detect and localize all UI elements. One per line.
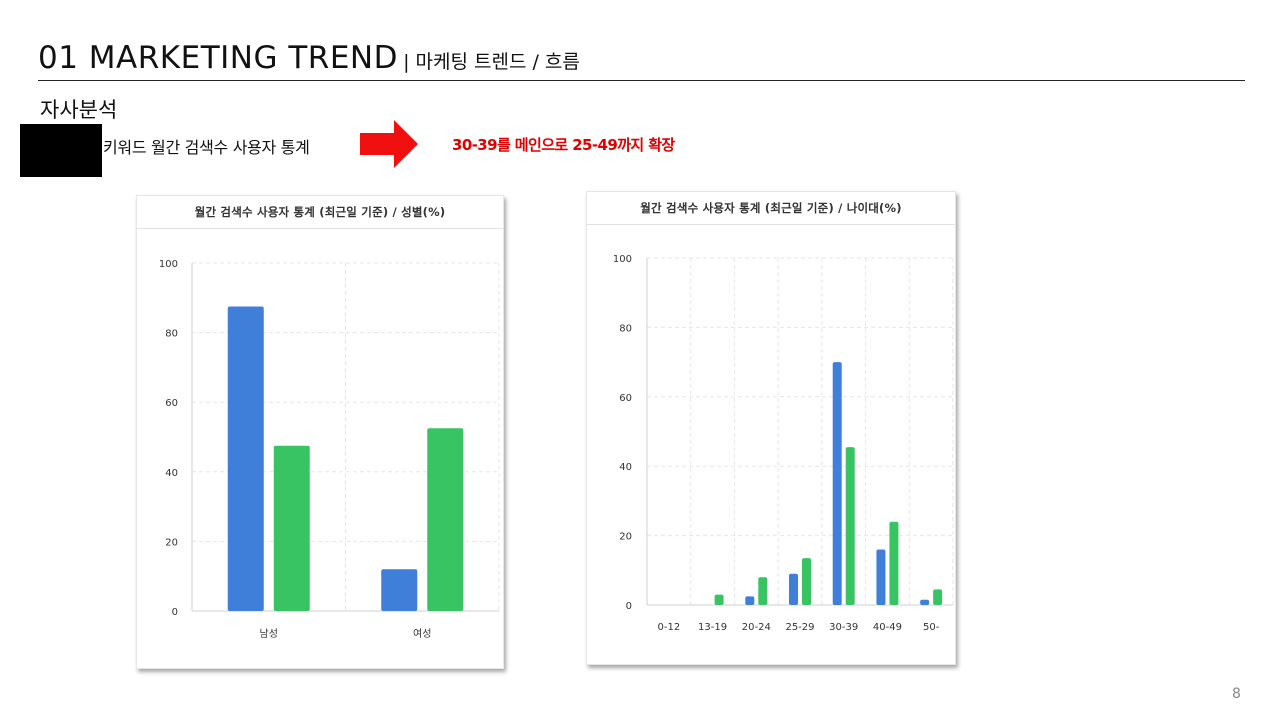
gender-chart-panel: 월간 검색수 사용자 통계 (최근일 기준) / 성별(%) 0 20 40 60 80…: [136, 195, 504, 669]
x-tick-label: 남성: [260, 628, 278, 640]
bar-green-30-39: [845, 447, 855, 605]
title-subtitle: | 마케팅 트렌드 / 흐름: [403, 51, 580, 73]
age-chart-panel: 월간 검색수 사용자 통계 (최근일 기준) / 나이대(%) 0 20 40 60 8…: [586, 191, 956, 665]
bar-blue-25-29: [789, 573, 798, 605]
age-chart: 0 20 40 60 80 100 0-12 13-19 20-24 25-29 30-39 40-4…: [613, 254, 954, 633]
x-tick-label: 25-29: [785, 622, 814, 633]
section-heading: 자사분석: [40, 98, 118, 122]
slide-title: 01 MARKETING TREND | 마케팅 트렌드 / 흐름: [38, 40, 580, 76]
bar-blue-50-: [920, 599, 930, 605]
bar-green-남성: [273, 445, 310, 611]
y-tick-label: 60: [619, 393, 632, 404]
bar-green-50-: [933, 589, 943, 605]
bar-blue-여성: [381, 569, 418, 611]
x-tick-label: 40-49: [873, 622, 902, 633]
page-number: 8: [1232, 686, 1241, 702]
x-tick-label: 0-12: [658, 622, 681, 633]
x-tick-label: 13-19: [698, 622, 727, 633]
x-tick-label: 여성: [413, 628, 431, 640]
bar-green-40-49: [889, 521, 899, 605]
y-tick-label: 0: [626, 601, 632, 612]
y-tick-label: 80: [165, 329, 178, 340]
chart-title: 월간 검색수 사용자 통계 (최근일 기준) / 나이대(%): [587, 192, 955, 225]
chart-title: 월간 검색수 사용자 통계 (최근일 기준) / 성별(%): [137, 196, 503, 229]
bar-green-13-19: [714, 594, 724, 605]
x-tick-label: 20-24: [742, 622, 771, 633]
y-tick-label: 80: [619, 323, 632, 334]
gender-chart: 0 20 40 60 80 100 남성 여성: [159, 259, 500, 640]
x-tick-label: 50-: [923, 622, 940, 633]
title-rule: [38, 80, 1245, 81]
bar-green-25-29: [802, 558, 811, 605]
y-tick-label: 100: [613, 254, 632, 265]
bar-blue-30-39: [832, 362, 842, 605]
bar-blue-40-49: [876, 549, 886, 605]
x-tick-label: 30-39: [829, 622, 858, 633]
red-arrow-icon: [360, 120, 418, 168]
y-tick-label: 60: [165, 398, 178, 409]
description-text: 키워드 월간 검색수 사용자 통계: [103, 138, 310, 157]
title-main: 01 MARKETING TREND: [38, 40, 398, 76]
y-tick-label: 40: [165, 468, 178, 479]
bar-blue-남성: [227, 306, 264, 611]
y-tick-label: 20: [165, 537, 178, 548]
y-tick-label: 40: [619, 462, 632, 473]
highlight-text: 30-39를 메인으로 25-49까지 확장: [452, 136, 675, 154]
bar-blue-20-24: [745, 596, 755, 605]
redacted-block: [20, 124, 102, 177]
y-tick-label: 100: [159, 259, 178, 270]
bar-green-여성: [427, 428, 464, 611]
y-tick-label: 0: [172, 607, 178, 618]
y-tick-label: 20: [619, 532, 632, 543]
bar-green-20-24: [758, 577, 768, 605]
